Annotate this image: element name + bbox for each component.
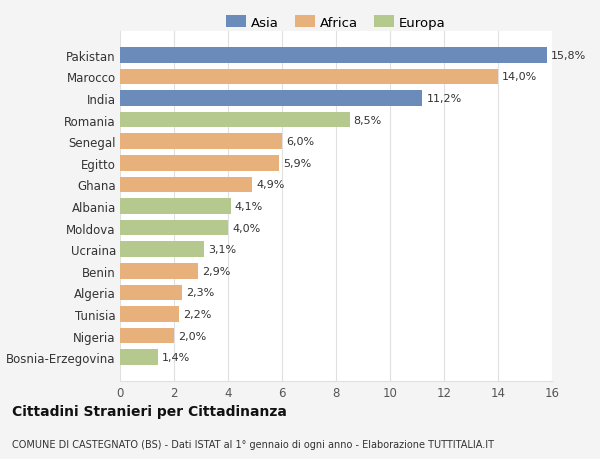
Text: 1,4%: 1,4% bbox=[162, 353, 190, 362]
Text: 4,0%: 4,0% bbox=[232, 223, 260, 233]
Text: 5,9%: 5,9% bbox=[283, 158, 311, 168]
Bar bbox=[120, 112, 349, 128]
Bar bbox=[120, 263, 198, 279]
Bar bbox=[120, 285, 182, 301]
Bar bbox=[120, 48, 547, 63]
Text: 6,0%: 6,0% bbox=[286, 137, 314, 147]
Text: 8,5%: 8,5% bbox=[353, 115, 382, 125]
Bar bbox=[120, 69, 498, 85]
Text: 4,9%: 4,9% bbox=[256, 180, 285, 190]
Bar bbox=[120, 91, 422, 106]
Text: 14,0%: 14,0% bbox=[502, 73, 538, 82]
Text: 11,2%: 11,2% bbox=[427, 94, 462, 104]
Text: Cittadini Stranieri per Cittadinanza: Cittadini Stranieri per Cittadinanza bbox=[12, 404, 287, 419]
Bar bbox=[120, 199, 230, 214]
Text: 2,9%: 2,9% bbox=[202, 266, 231, 276]
Text: 3,1%: 3,1% bbox=[208, 245, 236, 255]
Text: 15,8%: 15,8% bbox=[551, 51, 586, 61]
Bar bbox=[120, 242, 204, 257]
Legend: Asia, Africa, Europa: Asia, Africa, Europa bbox=[221, 11, 451, 35]
Text: 4,1%: 4,1% bbox=[235, 202, 263, 212]
Text: 2,2%: 2,2% bbox=[184, 309, 212, 319]
Bar bbox=[120, 220, 228, 236]
Text: 2,0%: 2,0% bbox=[178, 331, 206, 341]
Bar bbox=[120, 134, 282, 150]
Bar bbox=[120, 307, 179, 322]
Bar bbox=[120, 350, 158, 365]
Text: COMUNE DI CASTEGNATO (BS) - Dati ISTAT al 1° gennaio di ogni anno - Elaborazione: COMUNE DI CASTEGNATO (BS) - Dati ISTAT a… bbox=[12, 440, 494, 449]
Bar bbox=[120, 156, 280, 171]
Text: 2,3%: 2,3% bbox=[186, 288, 214, 298]
Bar bbox=[120, 328, 174, 344]
Bar bbox=[120, 177, 253, 193]
